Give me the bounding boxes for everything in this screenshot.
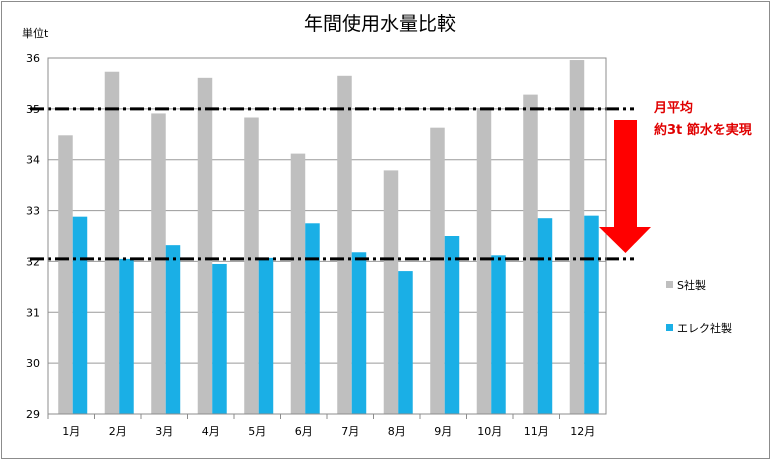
y-tick-label: 36 <box>26 52 40 65</box>
bar-series-0-9 <box>476 108 492 414</box>
x-axis-ticks: 1月 2月 3月 4月 5月 6月 7月 8月 9月 10月 11月 12月 <box>47 414 595 438</box>
bar-series-1-6 <box>351 252 367 414</box>
x-tick-label: 10月 <box>477 425 502 438</box>
bar-series-0-2 <box>151 113 166 414</box>
legend: S社製 エレク社製 <box>666 278 732 335</box>
legend-swatch-elek <box>666 324 673 331</box>
bar-series-0-0 <box>58 135 73 414</box>
legend-label-elek: エレク社製 <box>677 321 732 335</box>
bar-series-0-8 <box>430 127 445 414</box>
y-tick-label: 30 <box>26 357 40 370</box>
bar-series-1-4 <box>258 257 274 414</box>
bar-series-0-7 <box>383 170 399 414</box>
bar-series-0-3 <box>197 77 213 414</box>
x-tick-label: 1月 <box>62 425 80 438</box>
x-tick-label: 9月 <box>434 425 452 438</box>
legend-swatch-s <box>666 281 673 288</box>
y-axis-unit-label: 単位t <box>22 26 49 40</box>
bar-series-0-6 <box>337 75 352 415</box>
y-tick-label: 31 <box>26 306 40 319</box>
bar-series-1-8 <box>444 236 460 414</box>
bar-series-0-10 <box>523 94 538 415</box>
bar-series-1-5 <box>305 223 320 414</box>
bar-series-1-2 <box>165 245 181 414</box>
x-tick-label: 11月 <box>524 425 549 438</box>
bar-series-1-1 <box>119 258 134 414</box>
bar-series-1-9 <box>491 255 506 414</box>
x-tick-label: 6月 <box>295 425 313 438</box>
reference-lines <box>30 107 634 261</box>
x-tick-label: 4月 <box>202 425 220 438</box>
bar-series-1-10 <box>537 218 553 414</box>
plot-area-border <box>47 57 607 415</box>
bar-marks <box>58 60 599 415</box>
y-axis-ticks: 2930313233343536 <box>26 52 40 421</box>
x-tick-label: 8月 <box>388 425 406 438</box>
y-tick-label: 32 <box>26 255 40 268</box>
x-tick-label: 5月 <box>248 425 266 438</box>
bar-series-0-1 <box>104 71 120 414</box>
bar-series-1-0 <box>72 216 88 414</box>
y-tick-label: 29 <box>26 408 40 421</box>
x-tick-label: 3月 <box>155 425 173 438</box>
savings-annotation: 月平均 約3t 節水を実現 <box>599 100 752 253</box>
down-arrow <box>599 120 651 253</box>
annotation-line-1: 月平均 <box>653 100 693 116</box>
x-tick-label: 12月 <box>570 425 595 438</box>
bar-series-1-11 <box>584 215 599 414</box>
bar-series-0-5 <box>290 153 306 414</box>
bar-series-1-3 <box>212 263 227 414</box>
x-tick-label: 2月 <box>109 425 127 438</box>
bar-series-0-4 <box>244 117 259 414</box>
y-tick-label: 34 <box>26 154 40 167</box>
annotation-line-2: 約3t 節水を実現 <box>654 122 752 138</box>
bar-series-1-7 <box>398 271 413 414</box>
y-tick-label: 33 <box>26 205 40 218</box>
chart-title: 年間使用水量比較 <box>304 13 456 35</box>
bar-series-0-11 <box>569 60 585 414</box>
legend-label-s: S社製 <box>677 278 706 292</box>
x-tick-label: 7月 <box>341 425 359 438</box>
